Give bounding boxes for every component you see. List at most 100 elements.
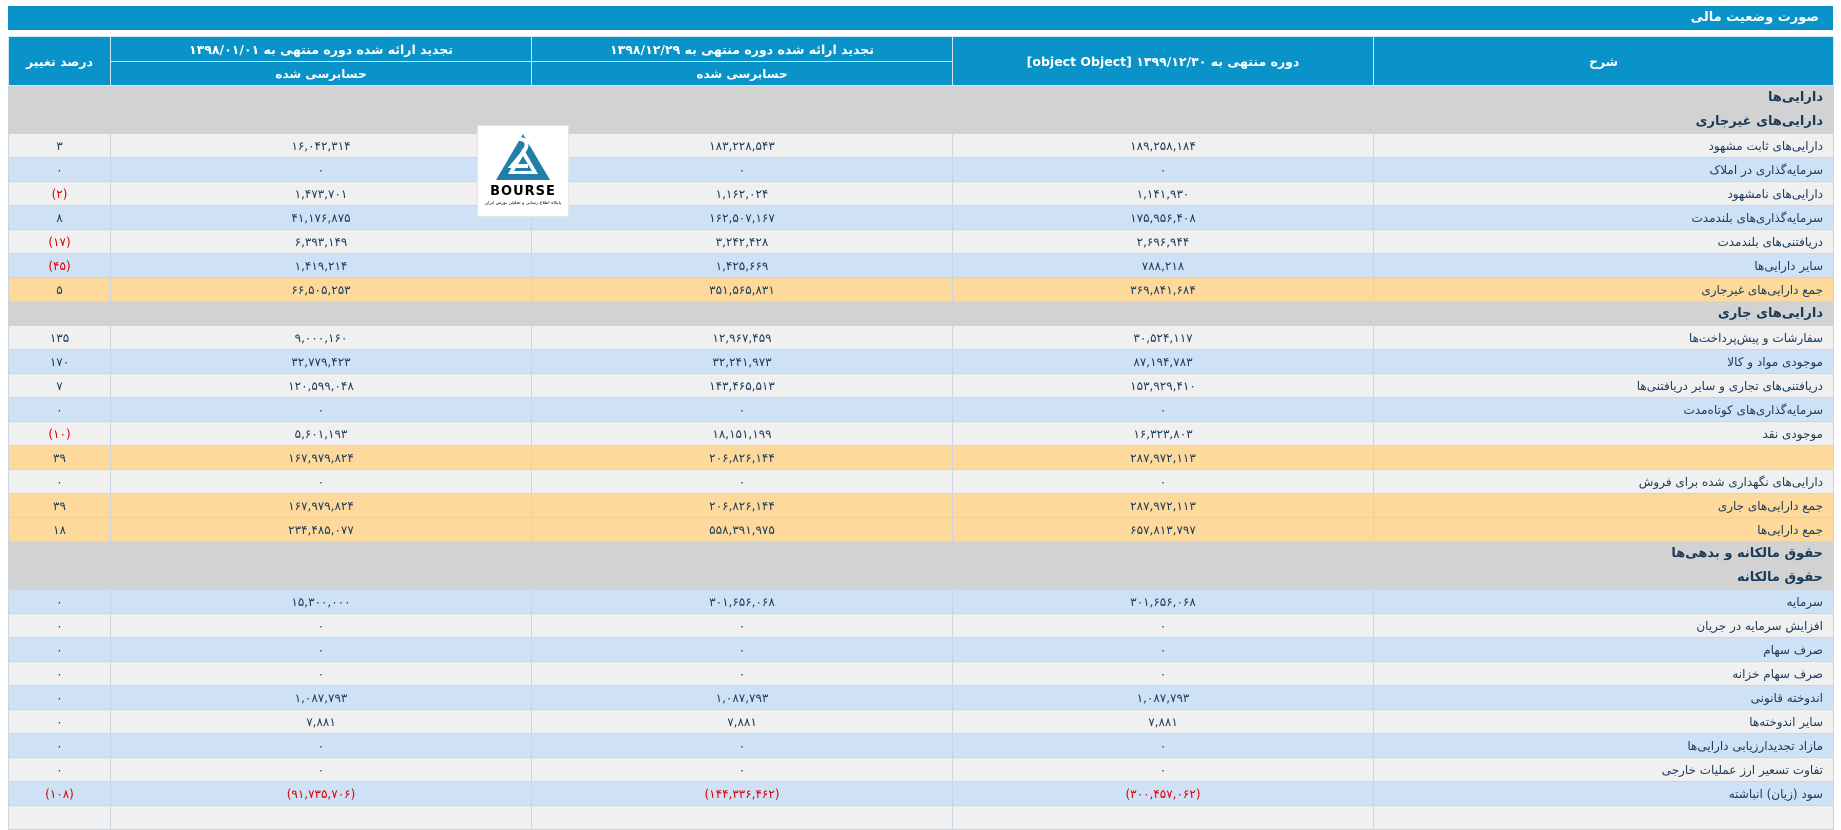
table-row: [8, 805, 1834, 830]
table-row: مازاد تجدیدارزیابی دارایی‌ها ۰ ۰ ۰ ۰: [8, 733, 1834, 758]
row-label: [1373, 805, 1834, 830]
value-current-period: ۲۸۷,۹۷۲,۱۱۳: [952, 445, 1374, 470]
row-label: دریافتنی‌های بلندمدت: [1373, 229, 1834, 254]
financial-position-table: شرح دوره منتهی به ۱۳۹۹/۱۲/۳۰ [object Obj…: [8, 36, 1834, 830]
value-restated-period-1: ۰: [531, 757, 953, 782]
value-restated-period-2: ۵,۶۰۱,۱۹۳: [110, 421, 532, 446]
header-restated-period-1[interactable]: تجدید ارائه شده دوره منتهی به ۱۳۹۸/۱۲/۲۹: [531, 36, 953, 62]
value-restated-period-1: ۱,۴۲۵,۶۶۹: [531, 253, 953, 278]
value-percent-change: ۰: [8, 589, 111, 614]
row-label: سایر دارایی‌ها: [1373, 253, 1834, 278]
value-percent-change: ۰: [8, 757, 111, 782]
value-restated-period-1: [531, 541, 953, 566]
value-restated-period-2: ۰: [110, 397, 532, 422]
value-restated-period-1: ۱,۱۶۲,۰۲۴: [531, 181, 953, 206]
row-label: دارایی‌های ثابت مشهود: [1373, 133, 1834, 158]
row-label: دارایی‌ها: [1373, 85, 1834, 110]
value-restated-period-1: ۳,۲۴۲,۴۲۸: [531, 229, 953, 254]
value-restated-period-1: ۰: [531, 661, 953, 686]
row-label: جمع دارایی‌های جاری: [1373, 493, 1834, 518]
value-restated-period-2: ۴۱,۱۷۶,۸۷۵: [110, 205, 532, 230]
value-current-period: ۰: [952, 637, 1374, 662]
value-percent-change: (۱۰): [8, 421, 111, 446]
triangle-logo-icon: [496, 134, 550, 180]
row-label: صرف سهام: [1373, 637, 1834, 662]
value-percent-change: ۰: [8, 397, 111, 422]
value-current-period: ۲۸۷,۹۷۲,۱۱۳: [952, 493, 1374, 518]
header-audited-2: حسابرسی شده: [110, 61, 532, 86]
value-current-period: [952, 541, 1374, 566]
value-current-period: ۰: [952, 157, 1374, 182]
header-audited-1: حسابرسی شده: [531, 61, 953, 86]
table-row: صرف سهام ۰ ۰ ۰ ۰: [8, 637, 1834, 662]
row-label: صرف سهام خزانه: [1373, 661, 1834, 686]
section-row: دارایی‌ها: [8, 85, 1834, 110]
value-restated-period-1: ۰: [531, 157, 953, 182]
value-percent-change: (۱۰۸): [8, 781, 111, 806]
value-percent-change: [8, 541, 111, 566]
value-restated-period-2: ۰: [110, 757, 532, 782]
value-percent-change: ۳۹: [8, 493, 111, 518]
value-current-period: ۱۸۹,۲۵۸,۱۸۴: [952, 133, 1374, 158]
value-percent-change: ۱۸: [8, 517, 111, 542]
total-row: جمع دارایی‌های غیرجاری ۳۶۹,۸۴۱,۶۸۴ ۳۵۱,۵۶۵…: [8, 277, 1834, 302]
value-restated-period-1: ۱,۰۸۷,۷۹۳: [531, 685, 953, 710]
value-restated-period-2: [110, 85, 532, 110]
value-restated-period-2: ۰: [110, 637, 532, 662]
value-current-period: ۰: [952, 397, 1374, 422]
table-header: شرح دوره منتهی به ۱۳۹۹/۱۲/۳۰ [object Obj…: [8, 36, 1834, 86]
value-restated-period-2: ۷,۸۸۱: [110, 709, 532, 734]
value-restated-period-2: ۰: [110, 157, 532, 182]
row-label: موجودی مواد و کالا: [1373, 349, 1834, 374]
value-current-period: ۲,۶۹۶,۹۴۴: [952, 229, 1374, 254]
row-label: دارایی‌های نگهداری شده برای فروش: [1373, 469, 1834, 494]
row-label: تفاوت تسعیر ارز عملیات خارجی: [1373, 757, 1834, 782]
table-row: سرمایه‌گذاری‌های بلندمدت ۱۷۵,۹۵۶,۴۰۸ ۱۶۲,۵…: [8, 205, 1834, 230]
value-current-period: ۰: [952, 733, 1374, 758]
value-restated-period-1: ۲۰۶,۸۲۶,۱۴۴: [531, 493, 953, 518]
row-label: سرمایه: [1373, 589, 1834, 614]
value-restated-period-2: [110, 541, 532, 566]
value-percent-change: ۳: [8, 133, 111, 158]
table-row: سایر اندوخته‌ها ۷,۸۸۱ ۷,۸۸۱ ۷,۸۸۱ ۰: [8, 709, 1834, 734]
value-current-period: [952, 85, 1374, 110]
table-row: سود (زیان) انباشته (۳۰۰,۴۵۷,۰۶۲) (۱۴۴,۳۳۶,…: [8, 781, 1834, 806]
value-current-period: ۷۸۸,۲۱۸: [952, 253, 1374, 278]
row-label: سرمایه‌گذاری در املاک: [1373, 157, 1834, 182]
value-percent-change: ۰: [8, 469, 111, 494]
value-current-period: ۳۰,۵۲۴,۱۱۷: [952, 325, 1374, 350]
value-current-period: [952, 301, 1374, 326]
value-restated-period-2: ۰: [110, 661, 532, 686]
row-label: دریافتنی‌های تجاری و سایر دریافتنی‌ها: [1373, 373, 1834, 398]
table-row: دریافتنی‌های بلندمدت ۲,۶۹۶,۹۴۴ ۳,۲۴۲,۴۲۸ ۶,…: [8, 229, 1834, 254]
value-restated-period-1: ۱۸۳,۲۲۸,۵۴۳: [531, 133, 953, 158]
value-restated-period-2: ۱۶۷,۹۷۹,۸۲۴: [110, 493, 532, 518]
value-percent-change: [8, 301, 111, 326]
value-restated-period-2: ۱۲۰,۵۹۹,۰۴۸: [110, 373, 532, 398]
row-label: دارایی‌های جاری: [1373, 301, 1834, 326]
table-row: اندوخته قانونی ۱,۰۸۷,۷۹۳ ۱,۰۸۷,۷۹۳ ۱,۰۸۷,۷۹…: [8, 685, 1834, 710]
value-percent-change: ۰: [8, 661, 111, 686]
header-restated-period-2[interactable]: تجدید ارائه شده دوره منتهی به ۱۳۹۸/۰۱/۰۱: [110, 36, 532, 62]
row-label: سرمایه‌گذاری‌های کوتاه‌مدت: [1373, 397, 1834, 422]
header-percent-change[interactable]: درصد تغییر: [8, 36, 111, 86]
value-current-period: ۸۷,۱۹۴,۷۸۳: [952, 349, 1374, 374]
page-title: صورت وضعیت مالی: [8, 6, 1833, 30]
header-current-period[interactable]: دوره منتهی به ۱۳۹۹/۱۲/۳۰ [object Object]: [952, 36, 1374, 86]
value-current-period: ۳۰۱,۶۵۶,۰۶۸: [952, 589, 1374, 614]
value-percent-change: ۰: [8, 733, 111, 758]
value-current-period: ۰: [952, 613, 1374, 638]
value-current-period: [952, 805, 1374, 830]
table-row: سرمایه‌گذاری در املاک ۰ ۰ ۰ ۰: [8, 157, 1834, 182]
row-label: موجودی نقد: [1373, 421, 1834, 446]
value-percent-change: (۲): [8, 181, 111, 206]
row-label: حقوق مالکانه: [1373, 565, 1834, 590]
value-percent-change: ۰: [8, 709, 111, 734]
row-label: دارایی‌های غیرجاری: [1373, 109, 1834, 134]
value-restated-period-2: ۱۶,۰۴۲,۳۱۴: [110, 133, 532, 158]
header-description[interactable]: شرح: [1373, 36, 1834, 86]
section-row: حقوق مالکانه: [8, 565, 1834, 590]
table-row: دریافتنی‌های تجاری و سایر دریافتنی‌ها ۱۵۳…: [8, 373, 1834, 398]
value-restated-period-2: ۳۲,۷۷۹,۴۲۳: [110, 349, 532, 374]
value-percent-change: ۰: [8, 157, 111, 182]
